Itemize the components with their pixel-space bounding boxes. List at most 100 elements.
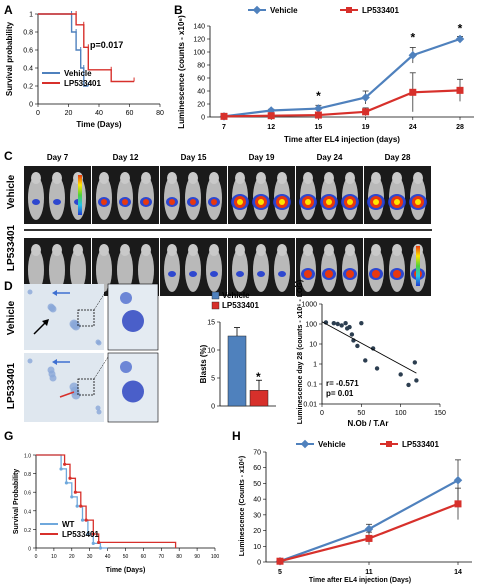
signal-inner	[143, 199, 149, 205]
legend-label: LP533401	[222, 301, 259, 310]
signal-inner	[393, 270, 401, 278]
tick-label: 90	[194, 554, 200, 560]
tick-label: 40	[95, 110, 103, 117]
data-point	[454, 500, 462, 508]
tick-label: 12	[267, 124, 275, 131]
signal-outer	[53, 199, 61, 205]
mouse-silhouette	[117, 248, 133, 292]
day-label: Day 24	[317, 153, 343, 162]
scatter-point	[406, 382, 411, 388]
tick-label: 50	[357, 410, 365, 417]
panel-f-stat-p: p= 0.01	[326, 389, 354, 398]
censor-mark	[63, 462, 67, 466]
tick-label: 30	[87, 554, 93, 560]
data-point	[453, 476, 463, 485]
mouse-head	[141, 172, 151, 184]
panel-letter-b: B	[174, 3, 183, 17]
significance-asterisk: *	[316, 89, 321, 103]
scatter-point	[398, 372, 403, 377]
tick-label: 40	[253, 497, 261, 504]
cell	[27, 358, 33, 364]
series-line-0	[223, 37, 461, 118]
bar	[249, 390, 269, 407]
panel-letter-d: D	[4, 279, 13, 293]
signal-outer	[278, 271, 286, 277]
legend-label: LP533401	[362, 6, 399, 15]
censor-mark	[59, 467, 63, 471]
tick-label: 15	[315, 124, 323, 131]
tick-label: 0	[28, 547, 31, 553]
mouse-silhouette	[138, 248, 154, 292]
mouse-head	[141, 244, 151, 256]
censor-mark	[73, 490, 77, 494]
tick-label: 0.6	[24, 491, 31, 497]
tick-label: 0.01	[303, 402, 317, 409]
data-point	[361, 93, 370, 102]
legend-label: LP533401	[62, 530, 99, 539]
censor-mark	[70, 495, 74, 499]
mouse-head	[52, 172, 62, 184]
tick-label: 1000	[301, 302, 317, 309]
significance-asterisk: *	[410, 31, 415, 45]
data-point	[276, 557, 284, 565]
blue-arrowhead	[52, 359, 57, 365]
tick-label: 20	[197, 102, 205, 109]
panel-b-xlabel: Time after EL4 injection (days)	[284, 135, 400, 144]
panel-h-luminescence-chart: Time after EL4 injection (Days) Luminesc…	[239, 439, 472, 584]
scatter-point	[343, 320, 348, 326]
legend-label: Vehicle	[318, 440, 346, 449]
signal-inner	[325, 270, 333, 278]
survival-curve-1	[38, 13, 135, 83]
black-arrowhead	[42, 319, 49, 326]
zoomed-cell	[120, 361, 132, 373]
data-point	[408, 51, 418, 60]
tick-label: 19	[362, 124, 370, 131]
panel-letter-g: G	[4, 429, 13, 443]
mouse-silhouette	[28, 248, 44, 292]
row-separator-line	[24, 229, 432, 231]
scatter-point	[374, 366, 380, 371]
day-label: Day 19	[249, 153, 275, 162]
mouse-head	[235, 172, 245, 184]
mouse-head	[345, 172, 355, 184]
panel-a-survival-chart: p=0.017 Time (Days) Survival probability…	[5, 11, 164, 129]
mouse-head	[345, 244, 355, 256]
panel-f-stat-r: r= -0.571	[326, 379, 359, 388]
mouse-head	[188, 244, 198, 256]
mouse-head	[167, 244, 177, 256]
data-point	[362, 108, 370, 116]
panel-letter-f: F	[292, 279, 299, 293]
zoom-line	[93, 287, 109, 311]
data-point	[456, 86, 464, 94]
signal-core	[394, 199, 400, 205]
signal-core	[326, 199, 332, 205]
zoomed-cell	[122, 380, 144, 403]
tick-label: 20	[69, 554, 75, 560]
censor-mark	[91, 532, 95, 536]
legend-marker	[300, 439, 310, 449]
panel-letter-c: C	[4, 149, 13, 163]
tick-label: 40	[105, 554, 111, 560]
signal-core	[279, 199, 285, 205]
tick-label: 100	[193, 50, 205, 57]
cell	[69, 382, 79, 392]
signal-core	[347, 199, 353, 205]
tick-label: 7	[222, 124, 226, 131]
censor-mark	[98, 546, 103, 550]
censor-mark	[97, 540, 101, 545]
mouse-head	[73, 244, 83, 256]
significance-asterisk: *	[458, 22, 463, 36]
mouse-head	[277, 172, 287, 184]
micrograph	[24, 353, 104, 422]
zoomed-cell	[120, 292, 132, 304]
tick-label: 0.1	[307, 382, 317, 389]
scatter-point	[331, 320, 336, 326]
tick-label: 20	[253, 528, 261, 535]
cell	[69, 319, 79, 329]
censor-mark	[91, 541, 95, 545]
tick-label: 60	[141, 554, 147, 560]
tick-label: 20	[65, 110, 73, 117]
zoom-box	[77, 309, 95, 327]
panel-d-micrographs: Vehicle LP533401	[6, 283, 159, 423]
tick-label: 100	[395, 410, 407, 417]
